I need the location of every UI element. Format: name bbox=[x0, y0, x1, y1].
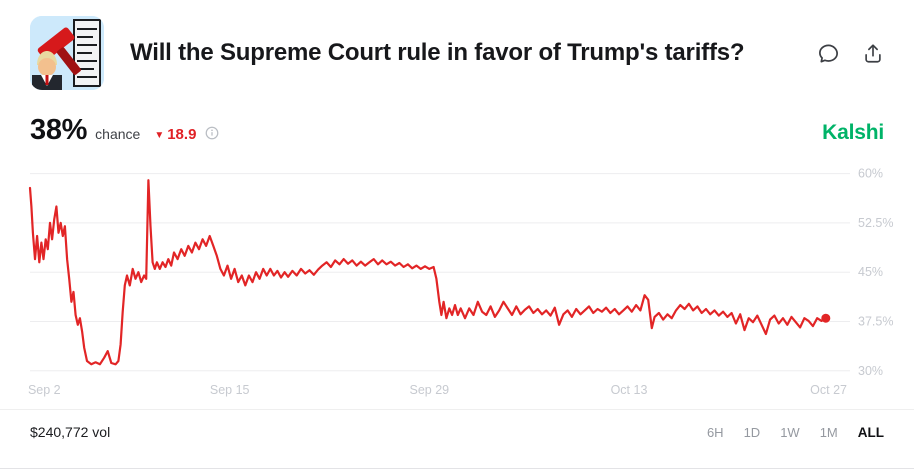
svg-text:Sep 29: Sep 29 bbox=[409, 383, 449, 397]
range-1w[interactable]: 1W bbox=[780, 424, 800, 440]
market-image-art bbox=[30, 16, 104, 90]
info-icon bbox=[205, 126, 219, 140]
comment-icon bbox=[817, 42, 840, 65]
range-1d[interactable]: 1D bbox=[743, 424, 761, 440]
down-arrow-icon: ▼ bbox=[154, 130, 165, 141]
share-button[interactable] bbox=[862, 42, 884, 65]
price-chart[interactable]: 60% 52.5% 45% 37.5% 30% Sep 2 Sep 15 Sep 29 Oct … bbox=[0, 161, 914, 399]
range-all[interactable]: ALL bbox=[857, 424, 884, 440]
kalshi-logo[interactable]: Kalshi bbox=[822, 121, 884, 144]
svg-text:60%: 60% bbox=[858, 167, 883, 181]
svg-text:Oct 27: Oct 27 bbox=[810, 383, 847, 397]
time-range-selector: 6H 1D 1W 1M ALL bbox=[707, 425, 884, 440]
volume-label: $240,772 vol bbox=[30, 424, 111, 440]
market-title: Will the Supreme Court rule in favor of … bbox=[130, 39, 745, 66]
stats-row: 38% chance ▼ 18.9 Kalshi bbox=[0, 114, 914, 147]
info-button[interactable] bbox=[205, 126, 219, 140]
footer: $240,772 vol 6H 1D 1W 1M ALL bbox=[0, 409, 914, 440]
svg-text:Oct 13: Oct 13 bbox=[611, 383, 648, 397]
svg-text:Sep 2: Sep 2 bbox=[28, 383, 61, 397]
bottom-divider bbox=[0, 468, 914, 469]
svg-text:30%: 30% bbox=[858, 364, 883, 378]
range-1m[interactable]: 1M bbox=[819, 424, 838, 440]
svg-text:45%: 45% bbox=[858, 265, 883, 279]
share-icon bbox=[862, 42, 884, 65]
header: Will the Supreme Court rule in favor of … bbox=[0, 0, 914, 90]
chance-value: 38% bbox=[30, 114, 88, 146]
svg-text:52.5%: 52.5% bbox=[858, 216, 893, 230]
svg-text:37.5%: 37.5% bbox=[858, 315, 893, 329]
chance-label: chance bbox=[95, 126, 141, 142]
market-image bbox=[30, 16, 104, 90]
comment-button[interactable] bbox=[817, 42, 840, 65]
header-actions bbox=[817, 42, 884, 65]
svg-text:Sep 15: Sep 15 bbox=[210, 383, 250, 397]
price-change-value: 18.9 bbox=[167, 126, 197, 143]
price-change: ▼ 18.9 bbox=[154, 126, 196, 143]
range-6h[interactable]: 6H bbox=[706, 424, 724, 440]
